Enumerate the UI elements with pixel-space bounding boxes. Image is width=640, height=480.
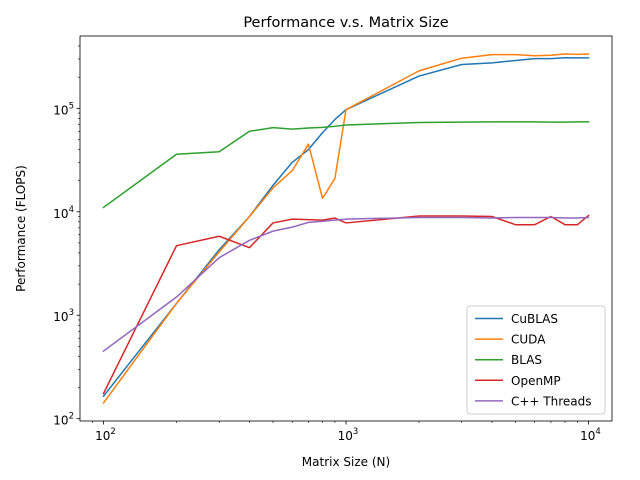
legend-label-4: C++ Threads: [511, 394, 592, 408]
y-tick-label-1: 103: [53, 308, 74, 324]
y-axis-label: Performance (FLOPS): [14, 165, 28, 292]
series-line-4: [102, 216, 590, 353]
x-tick-label-1-base: 10: [338, 429, 353, 443]
legend-label-2: BLAS: [511, 353, 542, 367]
x-tick-label-0-exponent: 2: [110, 427, 115, 437]
y-tick-label-2-exponent: 4: [69, 205, 74, 215]
y-tick-label-0-base: 10: [53, 414, 68, 428]
y-tick-label-3-base: 10: [53, 103, 68, 117]
y-tick-label-2: 104: [53, 205, 74, 221]
y-tick-label-0: 102: [53, 412, 74, 428]
x-axis-label: Matrix Size (N): [302, 455, 390, 469]
y-tick-label-3-exponent: 5: [69, 101, 74, 111]
y-tick-label-2-base: 10: [53, 207, 68, 221]
legend-box: [466, 305, 606, 415]
plot-lines: [102, 53, 590, 404]
x-tick-label-2: 104: [580, 427, 601, 443]
y-tick-label-0-exponent: 2: [69, 412, 74, 422]
legend-label-3: OpenMP: [511, 374, 561, 388]
x-tick-label-1: 103: [338, 427, 359, 443]
x-tick-label-2-exponent: 4: [595, 427, 600, 437]
y-tick-label-3: 105: [53, 101, 74, 117]
chart-title: Performance v.s. Matrix Size: [243, 15, 448, 31]
legend-label-0: CuBLAS: [511, 312, 558, 326]
x-tick-label-1-exponent: 3: [353, 427, 358, 437]
x-tick-label-2-base: 10: [580, 429, 595, 443]
y-tick-label-1-exponent: 3: [69, 308, 74, 318]
series-line-1: [102, 53, 590, 404]
x-tick-label-0: 102: [95, 427, 116, 443]
y-tick-label-1-base: 10: [53, 310, 68, 324]
legend: CuBLAS CUDA BLAS OpenMP C++ Threads: [466, 305, 606, 415]
x-tick-label-0-base: 10: [95, 429, 110, 443]
series-line-2: [102, 121, 590, 209]
x-axis: 102 103 104: [92, 421, 601, 443]
legend-label-1: CUDA: [511, 333, 546, 347]
series-line-3: [102, 214, 590, 395]
